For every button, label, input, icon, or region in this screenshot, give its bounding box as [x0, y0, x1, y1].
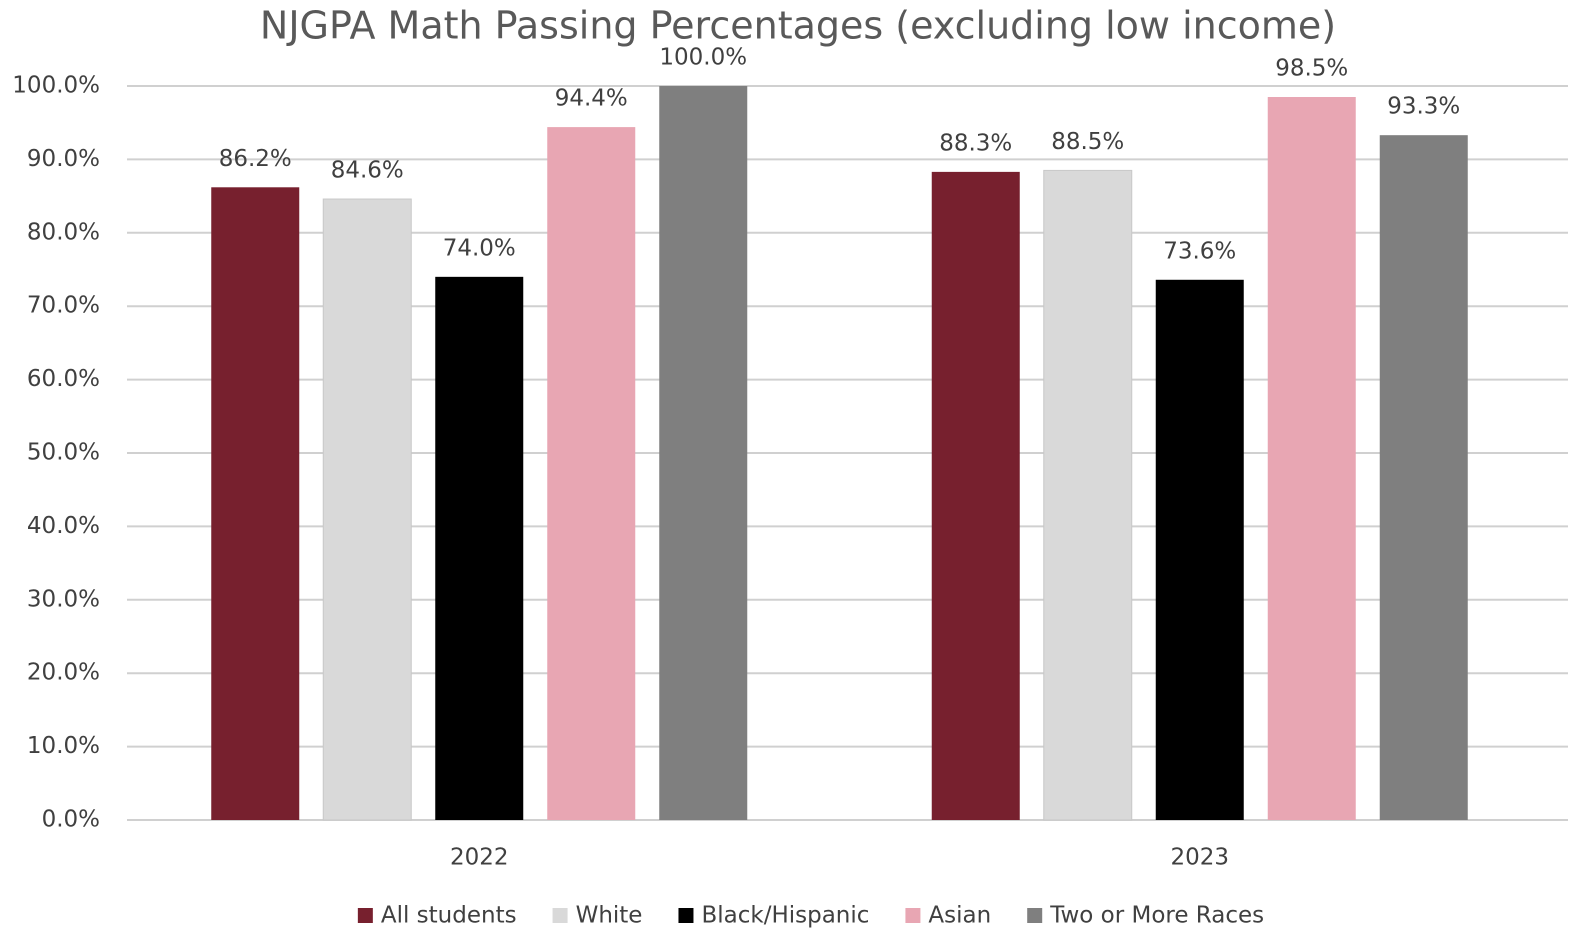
- bar: [435, 276, 524, 821]
- data-label: 74.0%: [443, 235, 516, 261]
- legend-swatch: [357, 908, 373, 923]
- x-tick-label: 2022: [450, 845, 509, 871]
- bar: [547, 127, 636, 820]
- bar: [1043, 169, 1133, 821]
- bar: [659, 86, 748, 820]
- y-tick-label: 10.0%: [27, 733, 100, 759]
- data-label: 86.2%: [219, 146, 292, 172]
- data-label: 88.5%: [1051, 129, 1124, 155]
- data-label: 98.5%: [1275, 56, 1348, 82]
- legend-swatch: [678, 908, 694, 923]
- bar: [1379, 135, 1468, 821]
- legend-label: Asian: [928, 903, 991, 929]
- data-label: 88.3%: [939, 130, 1012, 156]
- y-tick-label: 70.0%: [27, 293, 100, 319]
- legend-label: Two or More Races: [1049, 903, 1264, 929]
- y-tick-label: 90.0%: [27, 146, 100, 172]
- y-tick-label: 60.0%: [27, 366, 100, 392]
- x-tick-label: 2023: [1170, 845, 1229, 871]
- y-tick-label: 50.0%: [27, 440, 100, 466]
- bar: [1155, 279, 1244, 820]
- bar: [322, 198, 412, 821]
- y-tick-label: 100.0%: [12, 73, 100, 99]
- legend-swatch: [552, 908, 568, 923]
- legend-label: All students: [381, 903, 517, 929]
- data-label: 100.0%: [659, 45, 747, 71]
- y-tick-label: 0.0%: [42, 807, 100, 833]
- y-tick-label: 40.0%: [27, 513, 100, 539]
- y-tick-label: 20.0%: [27, 660, 100, 686]
- data-label: 94.4%: [555, 86, 628, 112]
- legend-label: White: [576, 903, 643, 929]
- data-label: 93.3%: [1387, 94, 1460, 120]
- legend-label: Black/Hispanic: [701, 903, 869, 929]
- y-tick-label: 30.0%: [27, 586, 100, 612]
- data-label: 73.6%: [1163, 238, 1236, 264]
- legend-swatch: [905, 908, 921, 923]
- bar: [211, 187, 300, 821]
- y-tick-label: 80.0%: [27, 219, 100, 245]
- chart-title: NJGPA Math Passing Percentages (excludin…: [260, 4, 1336, 48]
- data-label: 84.6%: [331, 158, 404, 184]
- legend-swatch: [1027, 908, 1043, 923]
- bar: [1267, 97, 1356, 820]
- bar: [931, 171, 1020, 821]
